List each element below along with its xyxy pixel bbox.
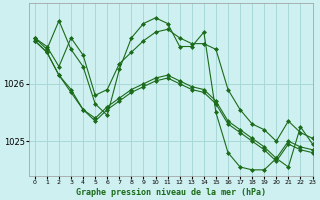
X-axis label: Graphe pression niveau de la mer (hPa): Graphe pression niveau de la mer (hPa) [76,188,266,197]
